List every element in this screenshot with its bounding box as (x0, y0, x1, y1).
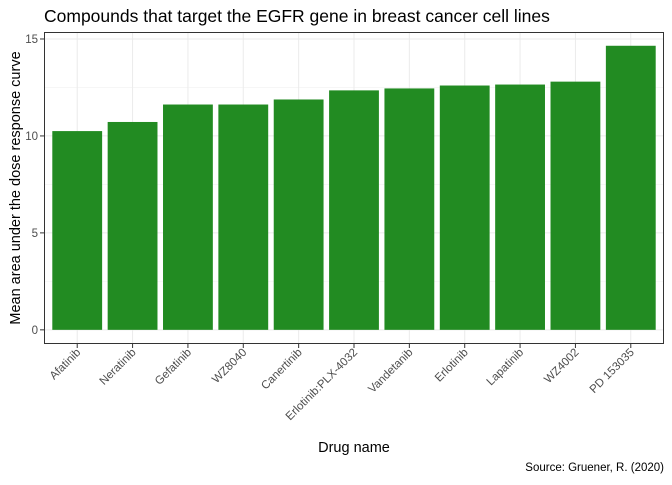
y-tick-label: 0 (32, 325, 38, 337)
plot-panel-border (44, 32, 664, 344)
x-tick-label: Afatinib (48, 347, 84, 383)
bar (107, 121, 158, 330)
bar (218, 104, 269, 330)
y-tick-label: 5 (32, 228, 38, 240)
bar (52, 131, 103, 330)
bar (495, 84, 545, 330)
bar (439, 85, 490, 330)
y-tick-label: 15 (25, 34, 38, 46)
chart-title: Compounds that target the EGFR gene in b… (44, 6, 550, 26)
bar (550, 81, 601, 330)
x-tick-label: WZ4002 (542, 347, 581, 386)
y-tick-label: 10 (25, 131, 38, 143)
x-axis-title: Drug name (318, 440, 390, 456)
bar (163, 104, 213, 330)
bar (605, 45, 656, 330)
x-tick-label: Gefatinib (153, 347, 194, 388)
x-tick-label: Lapatinib (485, 347, 526, 388)
bar (384, 88, 435, 330)
bar (273, 99, 324, 330)
x-tick-label: PD 153035 (588, 347, 637, 396)
x-tick-label: WZ8040 (210, 347, 249, 386)
x-tick-label: Erlotinib (433, 347, 471, 385)
chart-caption: Source: Gruener, R. (2020) (525, 462, 664, 474)
x-tick-label: Vandetanib (366, 347, 415, 396)
bar (329, 90, 379, 330)
x-tick-label: Neratinib (98, 347, 139, 388)
bar-layer (52, 45, 656, 330)
y-axis-title: Mean area under the dose response curve (8, 51, 24, 324)
x-tick-label: Canertinib (259, 347, 305, 393)
